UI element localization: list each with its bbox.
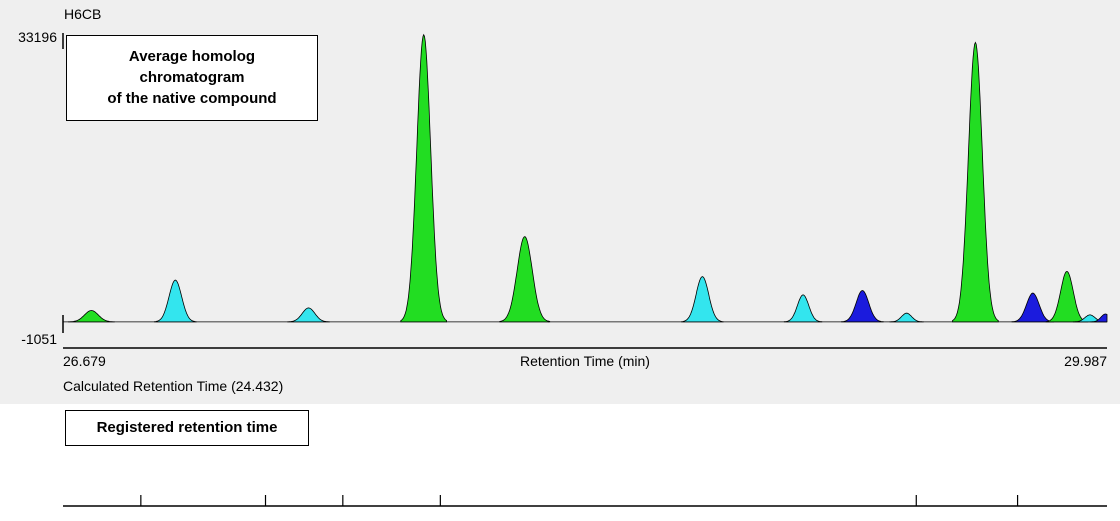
chart-title: H6CB: [64, 6, 101, 22]
peak-5: [499, 236, 549, 323]
peak-2: [154, 279, 197, 323]
peaks-layer: [68, 33, 1108, 323]
axes-layer: [62, 33, 1107, 349]
x-min-tick-label: 26.679: [63, 353, 106, 369]
y-min-tick-label: -1051: [21, 331, 57, 347]
y-max-tick-label: 33196: [18, 29, 57, 45]
peak-1: [68, 310, 115, 323]
peak-9: [889, 312, 924, 323]
calculated-retention-time-label: Calculated Retention Time (24.432): [63, 378, 283, 394]
registered-rt-annotation: Registered retention time: [65, 410, 309, 446]
peak-4: [400, 33, 447, 323]
peak-6: [681, 276, 724, 323]
native-chromatogram-annotation: Average homolog chromatogram of the nati…: [66, 35, 318, 121]
peak-12: [1045, 270, 1089, 323]
x-axis-label: Retention Time (min): [520, 353, 650, 369]
peak-11: [1011, 292, 1055, 323]
peak-7: [783, 294, 823, 323]
x-max-tick-label: 29.987: [1064, 353, 1107, 369]
peak-3: [287, 307, 330, 323]
peak-10: [952, 41, 999, 323]
registered-rt-ticks-layer: [63, 495, 1107, 507]
peak-8: [841, 290, 884, 323]
